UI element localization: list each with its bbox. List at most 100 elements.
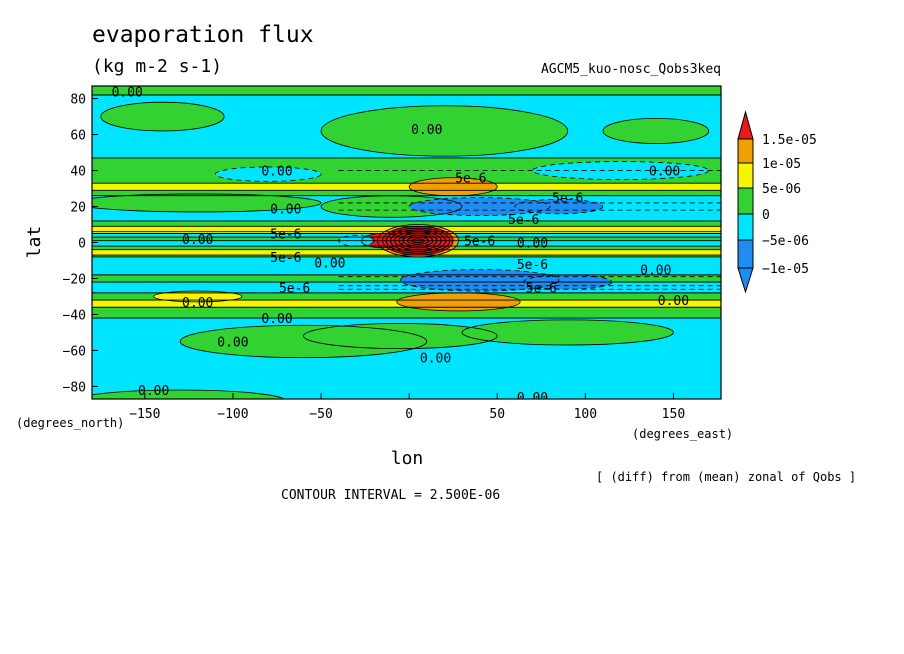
contour-region (321, 105, 568, 157)
colorbar-swatch (737, 110, 754, 140)
contour-label: 0.00 (270, 202, 301, 217)
contour-line (408, 197, 551, 216)
y-tick-label: 40 (70, 165, 86, 180)
colorbar-swatch (737, 187, 754, 215)
contour-label: 0.00 (420, 352, 451, 367)
contour-label: 0.00 (658, 294, 689, 309)
contour-line (396, 292, 521, 312)
y-axis-label: lat (24, 226, 45, 259)
contour-label: 0.00 (517, 237, 548, 252)
colorbar-swatch (737, 213, 754, 241)
colorbar-label: 0 (762, 208, 770, 223)
contour-label: 5e-6 (279, 281, 310, 296)
diff-note: [ (diff) from (mean) zonal of Qobs ] (596, 470, 857, 484)
contour-label: 0.00 (138, 384, 169, 399)
band (92, 183, 721, 191)
contour-label: 0.00 (411, 123, 442, 138)
contour-fields (92, 86, 721, 399)
contour-label: 0.00 (314, 256, 345, 271)
contour-region (396, 292, 521, 311)
colorbar-swatch (737, 267, 754, 294)
contour-interval: CONTOUR INTERVAL = 2.500E-06 (281, 488, 501, 503)
colorbar-label: −1e-05 (762, 262, 809, 277)
contour-line-maximum (402, 234, 434, 247)
contour-label: 0.00 (649, 165, 680, 180)
colorbar-swatch (737, 138, 754, 164)
axes: −150 −100 −50 0 50 100 150 −80 −60 −40 −20 0 20 40 60 8… (24, 93, 685, 469)
contour-line-maximum (394, 231, 442, 251)
y-tick-label: −40 (63, 308, 86, 323)
contour-region (409, 177, 498, 196)
contour-line-maximum (385, 227, 451, 254)
band (92, 86, 721, 95)
contour-region (409, 197, 551, 216)
chart-units: (kg m-2 s-1) (92, 56, 223, 77)
x-tick-label: −150 (129, 407, 160, 422)
contour-region (215, 166, 322, 182)
contour-label: 0.00 (640, 263, 671, 278)
colorbar-label: 1.5e-05 (762, 133, 817, 148)
y-tick-label: 60 (70, 129, 86, 144)
contour-region (602, 118, 709, 144)
contour-labels: 0.00 0.00 0.00 0.00 0.00 0.00 0.00 0.00 0.00 0.00… (112, 85, 690, 399)
colorbar-swatch (737, 162, 754, 189)
contour-label: 5e-6 (508, 213, 539, 228)
contour-label: 5e-6 (552, 192, 583, 207)
contour-label: 0.00 (112, 85, 143, 100)
contour-region (92, 193, 322, 212)
contour-label: 5e-6 (517, 258, 548, 273)
x-axis-label: lon (391, 448, 424, 469)
contour-label: 0.00 (182, 233, 213, 248)
contour-region (153, 291, 242, 302)
y-tick-label: −20 (63, 272, 86, 287)
contour-label: 5e-6 (270, 228, 301, 243)
contour-line (320, 105, 569, 157)
contour-line-maximum (406, 236, 430, 245)
contour-region (303, 323, 498, 349)
contour-line (303, 323, 498, 350)
x-tick-label: 150 (662, 407, 685, 422)
experiment-label: AGCM5_kuo-nosc_Qobs3keq (540, 62, 721, 77)
contour-line (382, 225, 454, 256)
contour-line (408, 177, 498, 197)
contour-label: 0.00 (261, 312, 292, 327)
contour-line (399, 269, 560, 292)
contour-label: 5e-6 (526, 281, 557, 296)
y-tick-label: −80 (63, 380, 86, 395)
x-tick-label: 0 (405, 407, 413, 422)
contour-line (92, 193, 322, 213)
contour-line (377, 224, 459, 258)
x-tick-label: 100 (574, 407, 597, 422)
contour-line (153, 290, 243, 303)
contour-line-maximum (411, 238, 425, 244)
contour-label: 5e-6 (464, 235, 495, 250)
lat-unit-label: (degrees_north) (16, 416, 125, 430)
y-tick-label: 0 (78, 237, 86, 252)
contour-region (462, 319, 674, 346)
contour-line-maximum (398, 233, 438, 249)
contour-label: 0.00 (217, 335, 248, 350)
y-tick-label: −60 (63, 344, 86, 359)
contour-line (514, 198, 604, 215)
colorbar-label: 1e-05 (762, 157, 801, 172)
contour-line (602, 117, 710, 144)
contour-label: 5e-6 (455, 172, 486, 187)
colorbar-swatch (737, 239, 754, 269)
contour-region (92, 390, 285, 399)
contour-line (461, 319, 674, 346)
contour-line (361, 233, 405, 249)
colorbar: 1.5e-05 1e-05 5e-06 0 −5e-06 −1e-05 (737, 110, 817, 294)
contour-label: 5e-6 (270, 251, 301, 266)
contour-label: 0.00 (261, 165, 292, 180)
contour-label: 0.00 (182, 296, 213, 311)
contour-line (179, 324, 428, 359)
colorbar-label: −5e-06 (762, 234, 809, 249)
x-tick-label: −100 (217, 407, 248, 422)
y-tick-label: 20 (70, 201, 86, 216)
contour-line (523, 274, 613, 290)
contour-line (532, 161, 710, 180)
lon-unit-label: (degrees_east) (632, 427, 734, 441)
contour-line (338, 234, 375, 247)
contour-line (92, 389, 286, 399)
